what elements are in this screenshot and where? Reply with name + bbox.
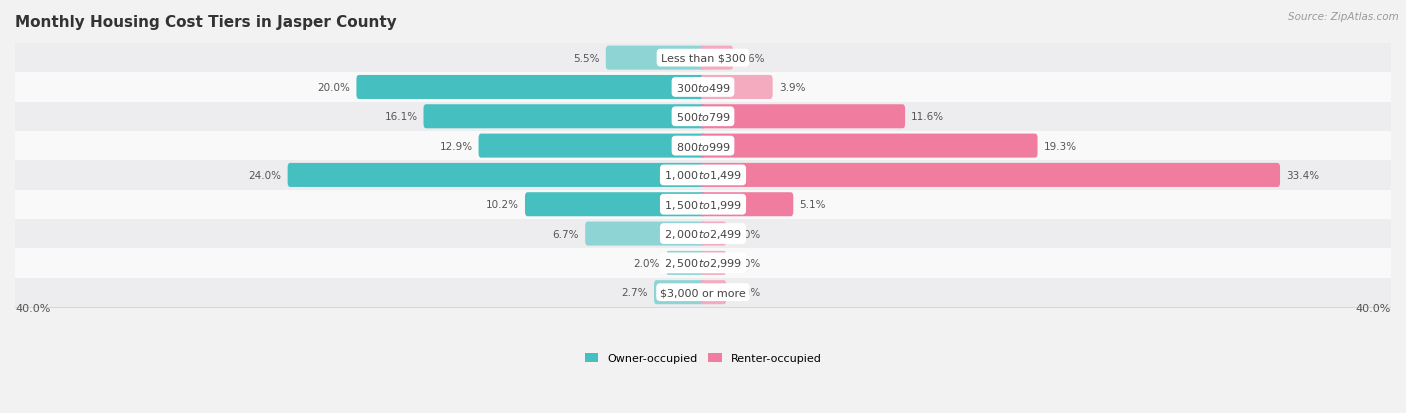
FancyBboxPatch shape [700, 76, 773, 100]
Text: 40.0%: 40.0% [15, 304, 51, 313]
FancyBboxPatch shape [700, 251, 727, 275]
Text: 20.0%: 20.0% [318, 83, 350, 93]
FancyBboxPatch shape [700, 280, 727, 304]
Text: 16.1%: 16.1% [384, 112, 418, 122]
Text: 5.1%: 5.1% [800, 200, 825, 210]
Text: 0.0%: 0.0% [734, 287, 761, 297]
FancyBboxPatch shape [585, 222, 706, 246]
Text: $800 to $999: $800 to $999 [675, 140, 731, 152]
FancyBboxPatch shape [700, 193, 793, 217]
Text: Monthly Housing Cost Tiers in Jasper County: Monthly Housing Cost Tiers in Jasper Cou… [15, 15, 396, 30]
Text: $2,000 to $2,499: $2,000 to $2,499 [664, 228, 742, 240]
Text: Source: ZipAtlas.com: Source: ZipAtlas.com [1288, 12, 1399, 22]
Text: 40.0%: 40.0% [1355, 304, 1391, 313]
Legend: Owner-occupied, Renter-occupied: Owner-occupied, Renter-occupied [581, 349, 825, 368]
FancyBboxPatch shape [524, 193, 706, 217]
FancyBboxPatch shape [666, 251, 706, 275]
Text: 0.0%: 0.0% [734, 258, 761, 268]
Text: $1,000 to $1,499: $1,000 to $1,499 [664, 169, 742, 182]
Text: 5.5%: 5.5% [574, 54, 600, 64]
Text: 2.0%: 2.0% [634, 258, 659, 268]
Bar [15, 44, 1391, 73]
Text: 19.3%: 19.3% [1043, 141, 1077, 151]
Bar [15, 278, 1391, 307]
Text: 3.9%: 3.9% [779, 83, 806, 93]
Text: 12.9%: 12.9% [440, 141, 472, 151]
FancyBboxPatch shape [356, 76, 706, 100]
Text: $3,000 or more: $3,000 or more [661, 287, 745, 297]
FancyBboxPatch shape [700, 134, 1038, 158]
Bar [15, 219, 1391, 249]
Bar [15, 249, 1391, 278]
FancyBboxPatch shape [288, 164, 706, 188]
Text: 10.2%: 10.2% [486, 200, 519, 210]
Text: 6.7%: 6.7% [553, 229, 579, 239]
Bar [15, 132, 1391, 161]
Text: 1.6%: 1.6% [740, 54, 766, 64]
Text: $1,500 to $1,999: $1,500 to $1,999 [664, 198, 742, 211]
Text: 24.0%: 24.0% [249, 171, 281, 180]
FancyBboxPatch shape [700, 105, 905, 129]
Text: 2.7%: 2.7% [621, 287, 648, 297]
Text: 33.4%: 33.4% [1286, 171, 1319, 180]
FancyBboxPatch shape [700, 222, 727, 246]
FancyBboxPatch shape [478, 134, 706, 158]
FancyBboxPatch shape [700, 47, 733, 71]
Bar [15, 190, 1391, 219]
Text: 11.6%: 11.6% [911, 112, 945, 122]
FancyBboxPatch shape [654, 280, 706, 304]
Bar [15, 73, 1391, 102]
Bar [15, 161, 1391, 190]
Text: $500 to $799: $500 to $799 [675, 111, 731, 123]
FancyBboxPatch shape [700, 164, 1279, 188]
Text: $300 to $499: $300 to $499 [675, 82, 731, 94]
Text: 0.0%: 0.0% [734, 229, 761, 239]
Bar [15, 102, 1391, 132]
FancyBboxPatch shape [606, 47, 706, 71]
FancyBboxPatch shape [423, 105, 706, 129]
Text: $2,500 to $2,999: $2,500 to $2,999 [664, 257, 742, 270]
Text: Less than $300: Less than $300 [661, 54, 745, 64]
